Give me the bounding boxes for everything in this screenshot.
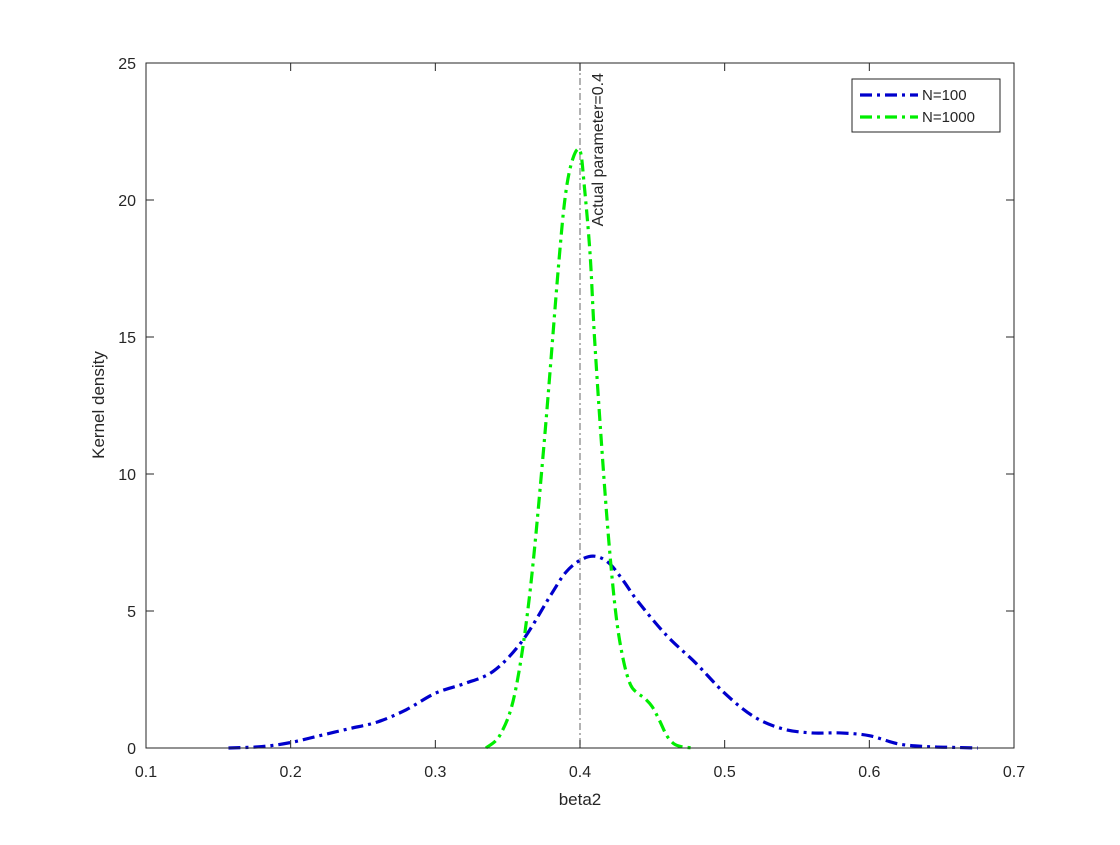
x-tick-label: 0.4	[569, 764, 591, 781]
legend: N=100 N=1000	[851, 78, 1001, 133]
x-tick-label: 0.6	[858, 764, 880, 781]
y-tick-label: 25	[118, 56, 136, 73]
legend-box	[851, 78, 1001, 133]
y-tick-label: 10	[118, 467, 136, 484]
plot-area: Actual parameter=0.4	[146, 63, 1014, 750]
y-tick-label: 5	[127, 604, 136, 621]
y-tick-label: 15	[118, 330, 136, 347]
x-tick-label: 0.7	[1003, 764, 1025, 781]
x-tick-label: 0.2	[280, 764, 302, 781]
legend-label: N=1000	[922, 109, 975, 126]
x-tick-label: 0.3	[424, 764, 446, 781]
y-axis-label: Kernel density	[89, 351, 108, 459]
x-axis-label: beta2	[559, 790, 602, 809]
x-tick-label: 0.5	[714, 764, 736, 781]
y-tick-label: 0	[127, 741, 136, 758]
x-tick-label: 0.1	[135, 764, 157, 781]
y-tick-label: 20	[118, 193, 136, 210]
reference-line-label: Actual parameter=0.4	[590, 73, 607, 227]
series-line-n1000	[484, 147, 694, 750]
plot-background	[146, 63, 1014, 748]
legend-label: N=100	[922, 87, 967, 104]
axes: 0.1 0.2 0.3 0.4 0.5 0.6 0.7 0 5 10 15 20 25	[118, 56, 1025, 781]
series-line-n100	[228, 554, 978, 750]
